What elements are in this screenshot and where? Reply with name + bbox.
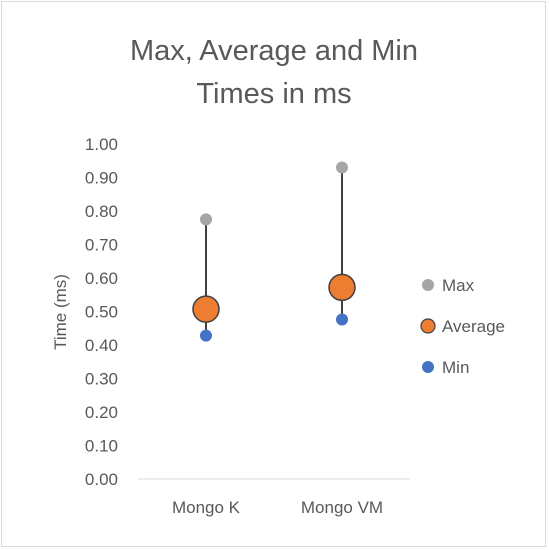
x-tick-label: Mongo K bbox=[172, 498, 241, 517]
legend-label-average: Average bbox=[442, 317, 505, 336]
data-point-average bbox=[328, 273, 356, 302]
y-tick-label: 0.80 bbox=[85, 202, 118, 221]
y-tick-label: 0.20 bbox=[85, 403, 118, 422]
legend: Max Average Min bbox=[420, 276, 505, 377]
data-markers bbox=[192, 161, 356, 342]
x-tick-label: Mongo VM bbox=[301, 498, 383, 517]
data-point-max bbox=[200, 213, 212, 226]
legend-marker-max bbox=[422, 279, 434, 291]
legend-label-max: Max bbox=[442, 276, 475, 295]
y-tick-label: 0.40 bbox=[85, 336, 118, 355]
data-point-max bbox=[336, 161, 348, 174]
y-tick-label: 0.00 bbox=[85, 470, 118, 489]
data-point-min bbox=[336, 313, 348, 326]
y-tick-label: 0.30 bbox=[85, 370, 118, 389]
data-point-min bbox=[200, 329, 212, 342]
y-tick-label: 1.00 bbox=[85, 135, 118, 154]
y-tick-label: 0.70 bbox=[85, 236, 118, 255]
legend-label-min: Min bbox=[442, 358, 469, 377]
chart-title-line-2: Times in ms bbox=[196, 78, 351, 110]
y-tick-label: 0.50 bbox=[85, 303, 118, 322]
axis-layer: 0.00 0.10 0.20 0.30 0.40 0.50 0.60 0.70 0.80 0.90… bbox=[85, 135, 410, 517]
chart-title-line-1: Max, Average and Min bbox=[130, 35, 418, 67]
legend-marker-min bbox=[422, 361, 434, 373]
legend-marker-average bbox=[420, 318, 436, 334]
y-tick-label: 0.90 bbox=[85, 169, 118, 188]
y-tick-label: 0.10 bbox=[85, 437, 118, 456]
y-axis-title: Time (ms) bbox=[51, 274, 70, 350]
y-tick-label: 0.60 bbox=[85, 269, 118, 288]
data-point-average bbox=[192, 295, 220, 323]
range-lines bbox=[205, 167, 343, 336]
